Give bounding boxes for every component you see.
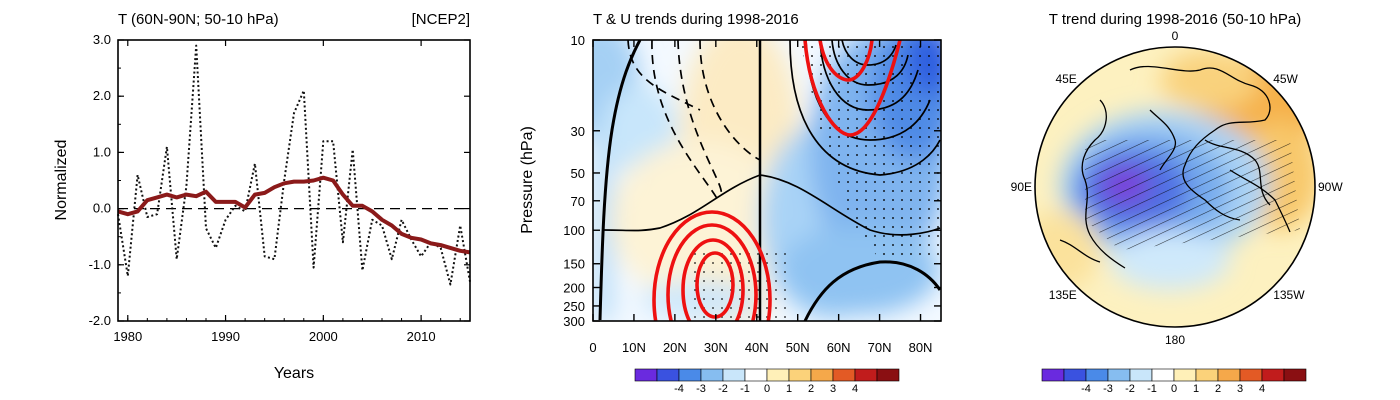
timeseries-y-tick-label: 2.0 (93, 88, 111, 103)
cross-section-y-tick-label: 50 (571, 166, 585, 181)
polar-map-boundary (1034, 46, 1316, 328)
timeseries-y-tick-label: 3.0 (93, 32, 111, 47)
cross-section-x-tick-label: 10N (622, 340, 646, 355)
cross-section-colorbar-label: 1 (786, 383, 792, 395)
cross-section-colorbar-swatch (766, 368, 790, 382)
polar-map-longitude-label: 180 (1165, 333, 1185, 347)
timeseries-x-tick-label: 2010 (407, 329, 436, 344)
polar-map-colorbar-swatch (1151, 368, 1175, 382)
cross-section-colorbar-label: 4 (852, 383, 858, 395)
timeseries-x-axis-label: Years (274, 365, 314, 382)
cross-section-y-axis-label: Pressure (hPa) (519, 126, 536, 234)
polar-map-title: T trend during 1998-2016 (50-10 hPa) (1049, 11, 1301, 28)
polar-map-longitude-label: 45W (1273, 72, 1298, 86)
timeseries-y-tick-label: 1.0 (93, 144, 111, 159)
cross-section-colorbar-swatch (722, 368, 746, 382)
cross-section-colorbar-swatch (656, 368, 680, 382)
cross-section-x-tick-label: 50N (786, 340, 810, 355)
polar-map-panel: T trend during 1998-2016 (50-10 hPa) (1011, 11, 1344, 347)
cross-section-x-tick-label: 60N (827, 340, 851, 355)
cross-section-colorbar-swatch (854, 368, 878, 382)
cross-section-x-tick-label: 70N (868, 340, 892, 355)
timeseries-frame (117, 39, 471, 322)
cross-section-x-tick-label: 80N (909, 340, 933, 355)
polar-map-colorbar-label: 3 (1237, 383, 1243, 395)
cross-section-colorbar-label: -2 (718, 383, 728, 395)
cross-section-colorbar-swatch (744, 368, 768, 382)
timeseries-y-tick-label: 0.0 (93, 201, 111, 216)
cross-section-frame (592, 39, 942, 322)
cross-section-title: T & U trends during 1998-2016 (593, 11, 799, 28)
polar-map-colorbar-label: 4 (1259, 383, 1265, 395)
timeseries-line-smoothed (117, 175, 471, 255)
timeseries-y-axis-label: Normalized (53, 140, 70, 221)
cross-section-colorbar-swatch (810, 368, 834, 382)
cross-section-colorbar-label: 0 (764, 383, 770, 395)
polar-map-colorbar-label: -3 (1103, 383, 1113, 395)
cross-section-x-tick-label: 0 (589, 340, 596, 355)
polar-map-colorbar-swatch (1239, 368, 1263, 382)
polar-map-longitude-label: 135W (1273, 288, 1305, 302)
polar-map-longitude-label: 135E (1049, 288, 1077, 302)
polar-map-colorbar-label: 1 (1193, 383, 1199, 395)
polar-map-colorbar-swatch (1107, 368, 1131, 382)
cross-section-colorbar-label: 2 (808, 383, 814, 395)
cross-section-field (593, 40, 941, 321)
cross-section-colorbar: -4 -3 -2 -1 0 1 2 3 4 (634, 368, 900, 395)
timeseries-x-tick-label: 2000 (309, 329, 338, 344)
timeseries-x-tick-label: 1990 (211, 329, 240, 344)
cross-section-y-tick-label: 30 (571, 124, 585, 139)
timeseries-x-tick-label: 1980 (113, 329, 142, 344)
polar-map-colorbar-label: 2 (1215, 383, 1221, 395)
polar-map-colorbar-swatch (1173, 368, 1197, 382)
polar-map-colorbar-swatch (1261, 368, 1285, 382)
cross-section-x-tick-label: 30N (704, 340, 728, 355)
cross-section-y-tick-label: 70 (571, 194, 585, 209)
cross-section-colorbar-swatch (788, 368, 812, 382)
timeseries-y-tick-label: -2.0 (89, 313, 111, 328)
polar-map-longitude-label: 45E (1055, 72, 1076, 86)
polar-map-colorbar-swatch (1085, 368, 1109, 382)
polar-map-colorbar-swatch (1041, 368, 1065, 382)
cross-section-colorbar-swatch (832, 368, 856, 382)
cross-section-colorbar-label: -4 (674, 383, 684, 395)
polar-map-colorbar-swatch (1063, 368, 1087, 382)
cross-section-colorbar-label: -3 (696, 383, 706, 395)
cross-section-x-tick-label: 40N (745, 340, 769, 355)
polar-map-colorbar-swatch (1283, 368, 1307, 382)
timeseries-y-tick-label: -1.0 (89, 257, 111, 272)
cross-section-x-tick-label: 20N (663, 340, 687, 355)
polar-map-colorbar-label: 0 (1171, 383, 1177, 395)
polar-map-colorbar-label: -2 (1125, 383, 1135, 395)
cross-section-y-tick-label: 250 (563, 299, 585, 314)
polar-map-colorbar-swatch (1217, 368, 1241, 382)
polar-map-colorbar-label: -4 (1081, 383, 1091, 395)
cross-section-y-tick-label: 10 (571, 33, 585, 48)
cross-section-y-tick-label: 150 (563, 257, 585, 272)
timeseries-panel: T (60N-90N; 50-10 hPa) [NCEP2] Years Nor… (53, 11, 471, 382)
cross-section-colorbar-swatch (700, 368, 724, 382)
cross-section-colorbar-label: -1 (740, 383, 750, 395)
polar-map-colorbar-label: -1 (1147, 383, 1157, 395)
cross-section-panel: T & U trends during 1998-2016 Pressure (… (519, 11, 942, 355)
cross-section-y-tick-label: 200 (563, 281, 585, 296)
timeseries-title: T (60N-90N; 50-10 hPa) (118, 11, 279, 28)
polar-map-colorbar: -4 -3 -2 -1 0 1 2 3 4 (1041, 368, 1307, 395)
polar-map-colorbar-swatch (1129, 368, 1153, 382)
polar-map-longitude-label: 0 (1172, 29, 1179, 43)
polar-map-longitude-label: 90W (1318, 180, 1343, 194)
cross-section-y-tick-label: 300 (563, 314, 585, 329)
cross-section-colorbar-label: 3 (830, 383, 836, 395)
cross-section-colorbar-swatch (678, 368, 702, 382)
timeseries-source-label: [NCEP2] (412, 11, 470, 28)
polar-map-longitude-label: 90E (1011, 180, 1032, 194)
polar-map-colorbar-swatch (1195, 368, 1219, 382)
cross-section-colorbar-swatch (876, 368, 900, 382)
cross-section-y-tick-label: 100 (563, 223, 585, 238)
timeseries-line-annual (117, 44, 471, 286)
cross-section-colorbar-swatch (634, 368, 658, 382)
